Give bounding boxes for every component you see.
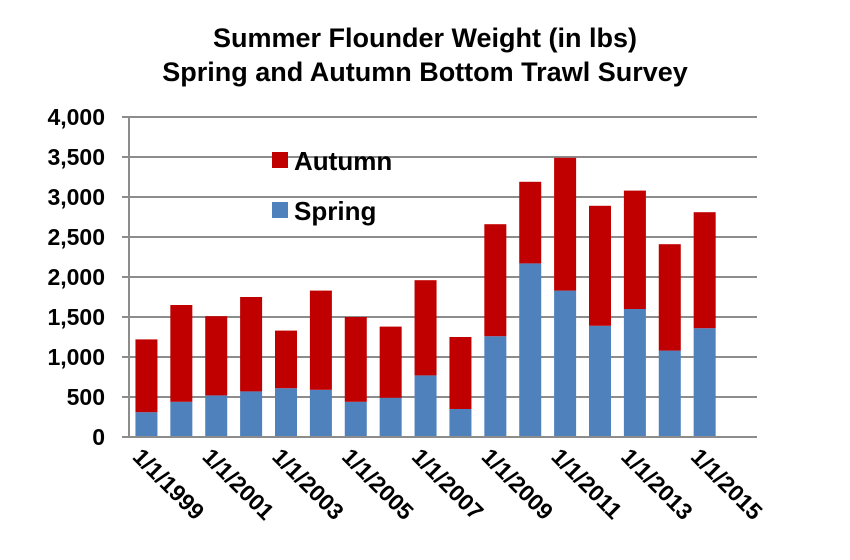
bar-spring-2003 xyxy=(309,389,332,437)
x-tick-label: 1/1/2009 xyxy=(477,443,559,525)
bar-spring-2005 xyxy=(379,397,402,437)
x-tick-label: 1/1/2013 xyxy=(616,443,698,525)
y-tick-label: 500 xyxy=(67,384,105,410)
bar-autumn-2010 xyxy=(554,157,577,291)
bar-spring-2014 xyxy=(693,328,716,437)
bar-autumn-2006 xyxy=(414,280,437,376)
bar-autumn-2012 xyxy=(623,190,646,309)
bar-spring-1998 xyxy=(135,412,158,437)
x-tick-label: 1/1/2003 xyxy=(267,443,349,525)
x-tick-labels: 1/1/19991/1/20011/1/20031/1/20051/1/2007… xyxy=(128,443,768,525)
y-tick-label: 0 xyxy=(92,424,105,450)
bar-autumn-2009 xyxy=(519,181,542,264)
bar-spring-2012 xyxy=(623,309,646,437)
bar-spring-2006 xyxy=(414,375,437,437)
bar-spring-2004 xyxy=(344,401,367,437)
bars xyxy=(135,157,716,437)
x-tick-label: 1/1/2015 xyxy=(686,443,768,525)
bar-spring-2000 xyxy=(205,395,228,437)
bar-spring-1999 xyxy=(170,401,193,437)
x-tick-label: 1/1/2005 xyxy=(337,443,419,525)
bar-spring-2001 xyxy=(240,391,263,437)
gridlines xyxy=(129,116,757,398)
bar-spring-2002 xyxy=(275,388,297,437)
x-tick-label: 1/1/1999 xyxy=(128,443,210,525)
bar-autumn-1999 xyxy=(170,305,193,402)
bar-autumn-2007 xyxy=(449,337,472,409)
bar-autumn-2001 xyxy=(240,297,263,392)
bar-autumn-2013 xyxy=(658,244,681,351)
chart-subtitle: Spring and Autumn Bottom Trawl Survey xyxy=(162,57,688,87)
chart-title: Summer Flounder Weight (in lbs) xyxy=(212,23,637,53)
bar-autumn-2008 xyxy=(484,224,507,337)
y-tick-label: 2,500 xyxy=(47,224,105,250)
legend-swatch-spring xyxy=(272,202,288,218)
y-tick-label: 4,000 xyxy=(47,104,105,130)
bar-autumn-2000 xyxy=(205,316,228,396)
legend: Autumn Spring xyxy=(272,146,392,226)
x-tick-label: 1/1/2011 xyxy=(546,443,627,524)
bar-spring-2013 xyxy=(658,350,681,437)
bar-spring-2010 xyxy=(554,290,577,437)
y-tick-label: 1,000 xyxy=(47,344,105,370)
legend-swatch-autumn xyxy=(272,152,288,168)
bar-autumn-2003 xyxy=(309,290,332,390)
y-tick-label: 1,500 xyxy=(47,304,105,330)
bar-autumn-2004 xyxy=(344,317,367,402)
bar-autumn-2014 xyxy=(693,212,716,329)
bar-spring-2007 xyxy=(449,409,472,437)
bar-spring-2009 xyxy=(519,263,542,437)
y-tick-label: 3,000 xyxy=(47,184,105,210)
axes xyxy=(122,116,757,438)
x-tick-label: 1/1/2007 xyxy=(407,443,489,525)
legend-label-spring: Spring xyxy=(294,196,376,226)
bar-autumn-2002 xyxy=(275,330,297,389)
y-tick-label: 2,000 xyxy=(47,264,105,290)
legend-label-autumn: Autumn xyxy=(294,146,392,176)
bar-autumn-2005 xyxy=(379,326,402,398)
y-tick-label: 3,500 xyxy=(47,144,105,170)
bar-autumn-2011 xyxy=(589,205,611,326)
bar-spring-2008 xyxy=(484,336,507,437)
y-tick-labels: 4,000 3,500 3,000 2,500 2,000 1,500 1,000 500 0 xyxy=(47,104,105,450)
bar-spring-2011 xyxy=(589,325,611,437)
x-tick-label: 1/1/2001 xyxy=(198,443,280,525)
bar-autumn-1998 xyxy=(135,339,158,413)
